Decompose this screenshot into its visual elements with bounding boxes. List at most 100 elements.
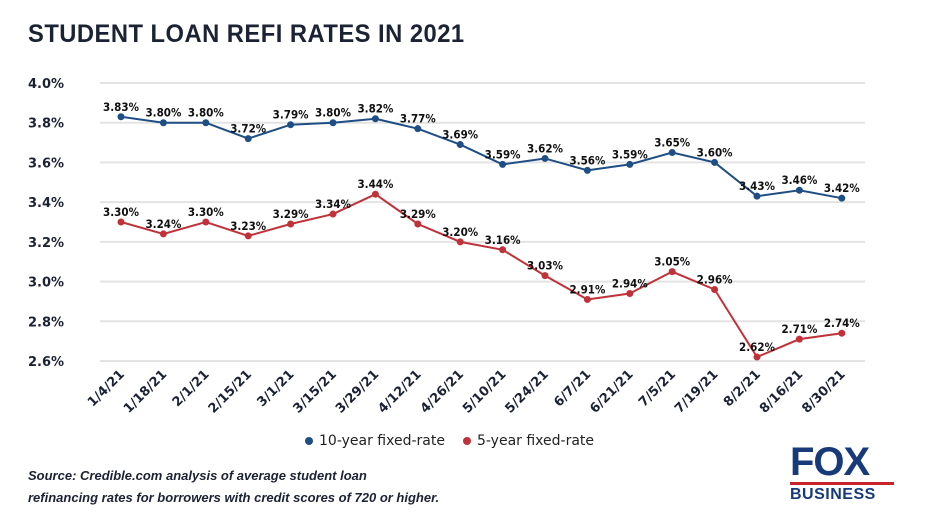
data-point	[117, 218, 125, 226]
data-point	[287, 220, 295, 228]
data-label: 3.83%	[103, 100, 140, 114]
x-tick-label: 1/18/21	[121, 367, 170, 416]
y-tick-label: 3.8%	[28, 117, 64, 132]
y-tick-label: 3.0%	[28, 276, 64, 291]
data-point	[499, 160, 507, 168]
x-tick-label: 2/15/21	[206, 367, 255, 416]
logo-bar	[790, 482, 894, 485]
data-label: 3.24%	[145, 217, 182, 231]
y-tick-label: 4.0%	[28, 77, 64, 92]
data-point	[795, 335, 803, 343]
data-point	[583, 295, 591, 303]
x-tick-label: 1/4/21	[85, 367, 128, 410]
data-label: 3.29%	[273, 207, 310, 221]
data-label: 3.23%	[230, 219, 267, 233]
x-tick-label: 7/19/21	[672, 367, 721, 416]
data-point	[626, 160, 634, 168]
data-point	[456, 238, 464, 246]
x-tick-label: 6/21/21	[587, 367, 636, 416]
data-label: 3.16%	[485, 233, 522, 247]
x-tick-label: 2/1/21	[170, 367, 213, 410]
data-point	[499, 246, 507, 254]
data-label: 3.46%	[781, 173, 818, 187]
data-point	[456, 141, 464, 149]
data-label: 3.82%	[357, 102, 394, 116]
data-label: 3.80%	[315, 106, 352, 120]
line-chart: 4.0% 3.8% 3.6% 3.4% 3.2% 3.0% 2.8% 2.6% 1/4/211/…	[28, 77, 865, 417]
series-line	[120, 193, 842, 359]
data-point	[244, 232, 252, 240]
data-point	[287, 121, 295, 129]
y-tick-label: 3.2%	[28, 236, 64, 251]
x-tick-label: 3/15/21	[291, 367, 340, 416]
x-tick-label: 7/5/21	[636, 367, 679, 410]
data-point	[202, 218, 210, 226]
data-label: 2.62%	[739, 340, 776, 354]
data-label: 3.69%	[442, 128, 479, 142]
data-label: 3.43%	[739, 179, 776, 193]
data-label: 2.74%	[824, 316, 861, 330]
y-tick-label: 3.4%	[28, 196, 64, 211]
data-point	[838, 329, 846, 337]
x-tick-label: 4/12/21	[375, 367, 424, 416]
data-label: 3.80%	[188, 106, 225, 120]
data-point	[626, 289, 634, 297]
data-label: 2.96%	[697, 273, 734, 287]
y-tick-label: 3.6%	[28, 156, 64, 171]
y-tick-label: 2.8%	[28, 315, 64, 330]
data-label: 3.72%	[230, 122, 267, 136]
data-point	[159, 119, 167, 127]
x-tick-label: 6/7/21	[551, 367, 594, 410]
data-point	[371, 190, 379, 198]
data-label: 3.77%	[400, 112, 437, 126]
source-line-2: refinancing rates for borrowers with cre…	[28, 490, 440, 505]
data-point	[711, 286, 719, 294]
data-label: 3.03%	[527, 259, 564, 273]
logo-business: BUSINESS	[790, 486, 876, 503]
data-label: 3.30%	[103, 205, 140, 219]
data-label: 3.62%	[527, 141, 564, 155]
legend-dot-10-year	[305, 437, 313, 445]
data-point	[668, 149, 676, 156]
data-point	[668, 268, 676, 276]
data-label: 3.44%	[357, 177, 394, 191]
data-point	[329, 210, 337, 218]
data-label: 3.29%	[400, 207, 437, 221]
data-label: 2.94%	[612, 276, 649, 290]
data-label: 3.20%	[442, 225, 479, 239]
x-tick-label: 8/2/21	[721, 367, 764, 410]
data-point	[414, 125, 422, 133]
data-point	[244, 135, 252, 143]
x-tick-label: 8/30/21	[799, 367, 848, 416]
data-point	[117, 113, 125, 121]
data-point	[329, 119, 337, 127]
data-point	[795, 186, 803, 194]
data-label: 2.71%	[781, 322, 818, 336]
data-label: 3.80%	[145, 106, 182, 120]
data-label: 3.56%	[569, 153, 606, 167]
source-note: Source: Credible.com analysis of average…	[28, 465, 439, 509]
source-line-1: Source: Credible.com analysis of average…	[28, 468, 367, 483]
x-tick-label: 5/10/21	[460, 367, 509, 416]
data-point	[541, 154, 549, 162]
fox-business-logo: FOX BUSINESS	[790, 442, 910, 504]
data-label: 3.42%	[824, 181, 861, 195]
data-label: 3.30%	[188, 205, 225, 219]
series-line	[120, 115, 842, 200]
data-point	[202, 119, 210, 127]
legend-item-5-year: 5-year fixed-rate	[462, 433, 594, 449]
x-tick-label: 5/24/21	[503, 367, 552, 416]
data-point	[541, 272, 549, 280]
x-tick-label: 8/16/21	[757, 367, 806, 416]
data-label: 2.91%	[569, 282, 606, 296]
legend: 10-year fixed-rate 5-year fixed-rate	[305, 433, 594, 449]
x-tick-label: 3/1/21	[255, 367, 298, 410]
data-label: 3.60%	[697, 145, 734, 159]
data-label: 3.59%	[485, 147, 522, 161]
data-point	[753, 353, 761, 361]
x-tick-label: 3/29/21	[333, 367, 382, 416]
data-label: 3.59%	[612, 147, 649, 161]
data-label: 3.79%	[273, 108, 310, 122]
data-label: 3.65%	[654, 136, 691, 150]
data-point	[371, 115, 379, 123]
